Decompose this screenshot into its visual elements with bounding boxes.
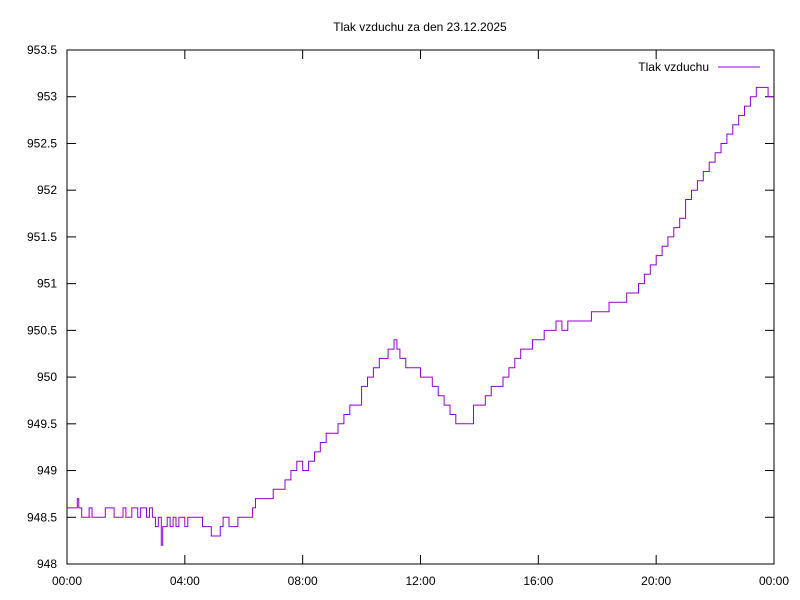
legend-label: Tlak vzduchu [638, 60, 709, 74]
x-tick-label: 08:00 [288, 574, 318, 588]
x-tick-label: 16:00 [523, 574, 553, 588]
legend: Tlak vzduchu [638, 60, 760, 74]
y-tick-label: 952 [37, 183, 57, 197]
y-tick-label: 952.5 [27, 136, 57, 150]
x-tick-label: 12:00 [405, 574, 435, 588]
y-tick-label: 949 [37, 464, 57, 478]
y-tick-label: 949.5 [27, 417, 57, 431]
y-axis: 948 948.5 949 949.5 950 950.5 951 951.5 952 952.5… [27, 43, 774, 571]
x-tick-label: 20:00 [641, 574, 671, 588]
y-tick-label: 953.5 [27, 43, 57, 57]
series-line-tlak-vzduchu [67, 86, 774, 546]
x-tick-label: 00:00 [759, 574, 789, 588]
y-tick-label: 950.5 [27, 323, 57, 337]
y-tick-label: 948 [37, 557, 57, 571]
y-tick-label: 950 [37, 370, 57, 384]
y-tick-label: 953 [37, 90, 57, 104]
y-tick-label: 948.5 [27, 510, 57, 524]
chart-title: Tlak vzduchu za den 23.12.2025 [333, 20, 507, 34]
y-tick-label: 951 [37, 277, 57, 291]
x-axis: 00:00 04:00 08:00 12:00 16:00 20:00 00:00 [52, 50, 789, 588]
y-tick-label: 951.5 [27, 230, 57, 244]
x-tick-label: 04:00 [170, 574, 200, 588]
plot-area-border [66, 49, 775, 565]
x-tick-label: 00:00 [52, 574, 82, 588]
